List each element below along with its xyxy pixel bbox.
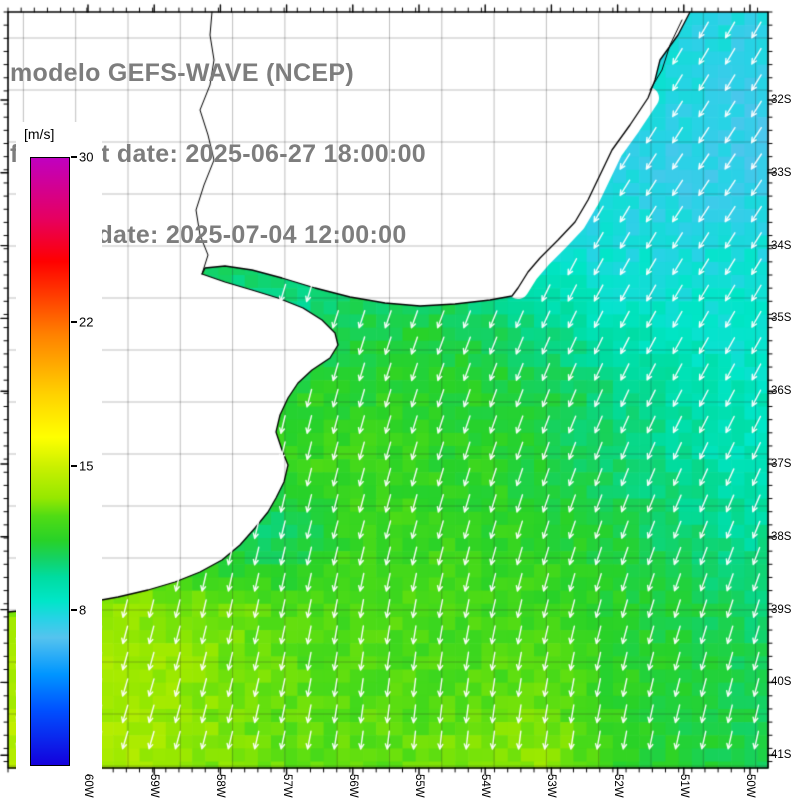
lat-label: 39S (771, 603, 792, 616)
lon-label: 58W (214, 774, 227, 798)
lat-label: 38S (771, 530, 792, 543)
lat-label: 33S (771, 166, 792, 179)
lon-label: 50W (744, 774, 756, 798)
lat-label: 40S (771, 676, 792, 689)
lon-label: 51W (677, 774, 690, 798)
colorbar-tickmark (71, 608, 77, 611)
colorbar-unit-label: [m/s] (24, 126, 55, 142)
colorbar-tick-label: 15 (79, 458, 94, 474)
lon-label: 57W (280, 774, 293, 798)
lon-label: 54W (479, 774, 492, 798)
model-name: modelo GEFS-WAVE (NCEP) (10, 59, 354, 87)
colorbar-tick-label: 22 (79, 314, 94, 330)
lon-label: 52W (611, 774, 624, 798)
lat-label: 36S (771, 385, 792, 398)
colorbar: [m/s] 30 22 15 8 (16, 122, 102, 774)
lon-label: 60W (82, 774, 94, 798)
colorbar-tickmark (71, 156, 77, 158)
colorbar-gradient (30, 157, 70, 766)
colorbar-tick-label: 8 (79, 602, 87, 618)
lon-label: 56W (346, 774, 359, 798)
lon-label: 53W (545, 774, 558, 798)
lat-label: 32S (771, 94, 792, 106)
colorbar-tickmark (71, 320, 77, 323)
colorbar-tick-label: 30 (79, 149, 94, 165)
lon-label: 59W (148, 774, 161, 798)
lat-label: 41S (771, 749, 792, 762)
lon-label: 55W (413, 774, 425, 798)
colorbar-tickmark (71, 464, 77, 467)
lat-label: 35S (771, 312, 792, 325)
lat-label: 34S (771, 239, 792, 252)
lat-label: 37S (771, 458, 792, 470)
